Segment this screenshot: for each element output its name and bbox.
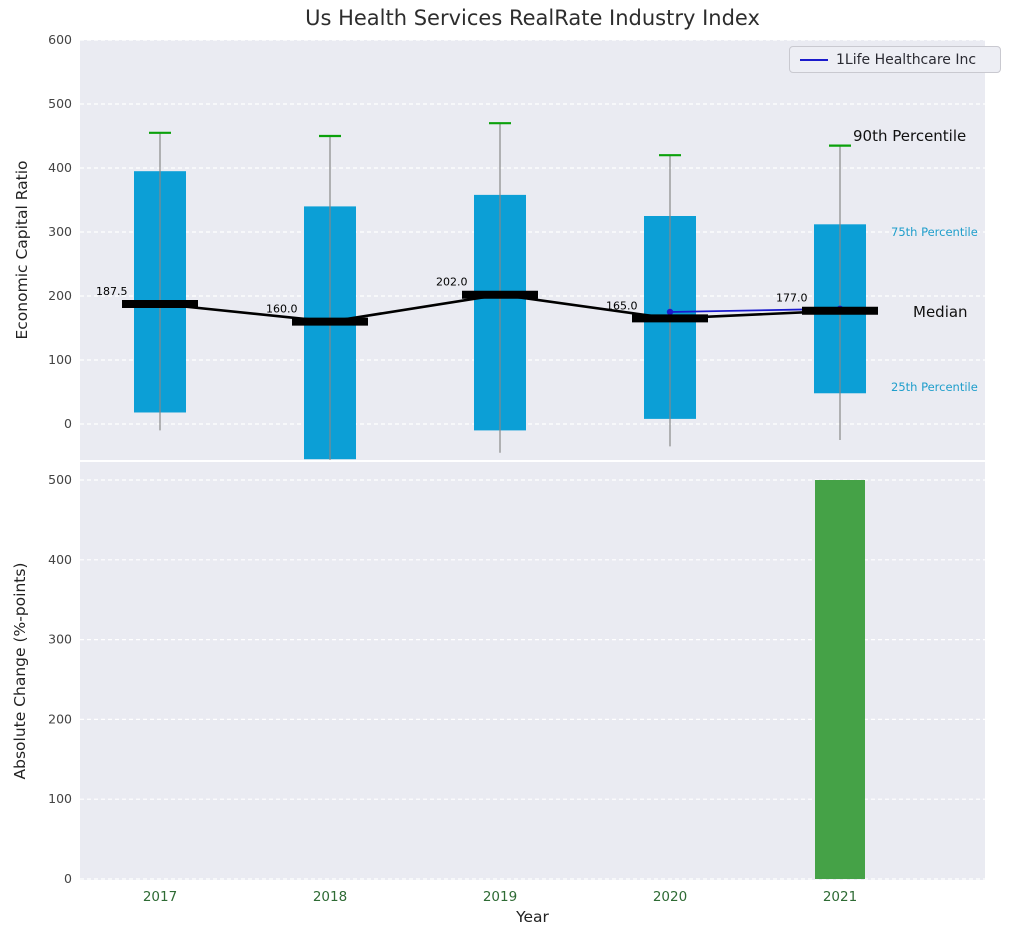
svg-text:160.0: 160.0 <box>266 303 298 316</box>
svg-text:0: 0 <box>64 871 72 886</box>
svg-text:202.0: 202.0 <box>436 276 468 289</box>
chart-title: Us Health Services RealRate Industry Ind… <box>305 6 760 30</box>
svg-text:500: 500 <box>48 96 72 111</box>
svg-text:2019: 2019 <box>483 889 517 905</box>
svg-text:300: 300 <box>48 224 72 239</box>
top-y-axis-label: Economic Capital Ratio <box>13 160 31 340</box>
legend-label: 1Life Healthcare Inc <box>836 51 977 68</box>
svg-text:2020: 2020 <box>653 889 687 905</box>
annotation-median: Median <box>913 303 968 321</box>
svg-text:200: 200 <box>48 288 72 303</box>
svg-text:187.5: 187.5 <box>96 285 128 298</box>
x-axis-label: Year <box>516 908 549 926</box>
legend: 1Life Healthcare Inc <box>789 46 1001 73</box>
bottom-y-axis-label: Absolute Change (%-points) <box>11 562 29 780</box>
svg-text:600: 600 <box>48 32 72 47</box>
svg-text:100: 100 <box>48 791 72 806</box>
annotation-75th-percentile: 75th Percentile <box>891 225 978 239</box>
svg-text:165.0: 165.0 <box>606 299 638 312</box>
annotation-25th-percentile: 25th Percentile <box>891 380 978 394</box>
svg-text:0: 0 <box>64 416 72 431</box>
svg-text:100: 100 <box>48 352 72 367</box>
svg-text:2021: 2021 <box>823 889 857 905</box>
svg-text:177.0: 177.0 <box>776 292 808 305</box>
svg-text:2017: 2017 <box>143 889 177 905</box>
svg-text:400: 400 <box>48 552 72 567</box>
svg-text:2018: 2018 <box>313 889 347 905</box>
legend-line-swatch <box>800 58 828 61</box>
svg-text:500: 500 <box>48 472 72 487</box>
svg-text:200: 200 <box>48 711 72 726</box>
annotation-90th-percentile: 90th Percentile <box>853 127 967 145</box>
svg-text:400: 400 <box>48 160 72 175</box>
svg-text:300: 300 <box>48 632 72 647</box>
